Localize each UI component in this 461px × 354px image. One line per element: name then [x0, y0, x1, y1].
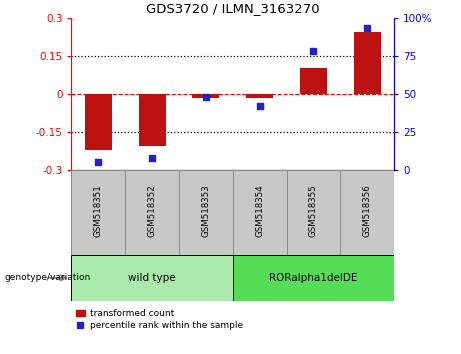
Bar	[246, 94, 273, 98]
Point	[202, 94, 210, 100]
Point	[310, 48, 317, 54]
Legend: transformed count, percentile rank within the sample: transformed count, percentile rank withi…	[76, 309, 242, 330]
Bar	[233, 170, 287, 255]
Bar	[193, 94, 219, 98]
Text: wild type: wild type	[128, 273, 176, 283]
Bar	[179, 170, 233, 255]
Text: GSM518356: GSM518356	[363, 184, 372, 237]
Bar	[233, 255, 394, 301]
Bar	[340, 170, 394, 255]
Title: GDS3720 / ILMN_3163270: GDS3720 / ILMN_3163270	[146, 2, 319, 15]
Point	[95, 160, 102, 165]
Text: RORalpha1delDE: RORalpha1delDE	[269, 273, 358, 283]
Text: GSM518351: GSM518351	[94, 184, 103, 237]
Bar	[71, 255, 233, 301]
Point	[364, 25, 371, 31]
Bar	[85, 94, 112, 150]
Text: GSM518353: GSM518353	[201, 184, 210, 237]
Point	[148, 155, 156, 161]
Text: GSM518354: GSM518354	[255, 184, 264, 237]
Bar	[71, 170, 125, 255]
Bar	[287, 170, 340, 255]
Text: GSM518355: GSM518355	[309, 184, 318, 237]
Bar	[139, 94, 165, 146]
Bar	[354, 32, 381, 94]
Bar	[300, 68, 327, 94]
Text: genotype/variation: genotype/variation	[5, 273, 91, 282]
Bar	[125, 170, 179, 255]
Point	[256, 103, 263, 109]
Text: GSM518352: GSM518352	[148, 184, 157, 237]
